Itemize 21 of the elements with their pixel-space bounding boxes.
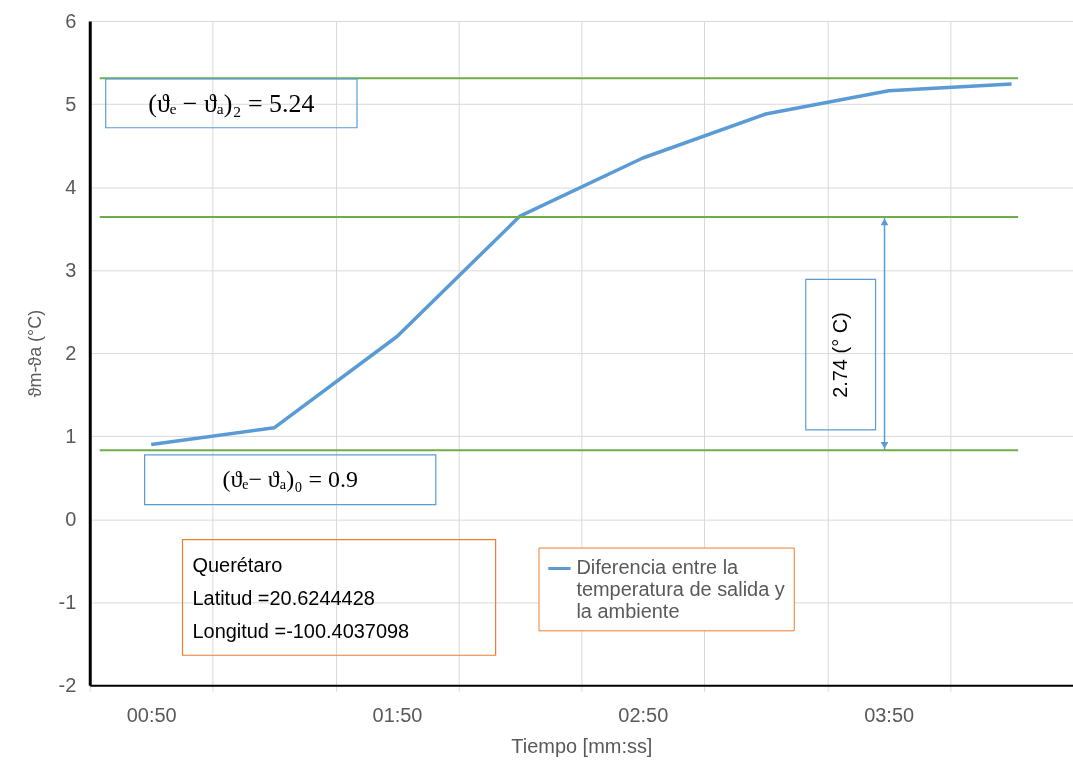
y-tick-label: 4 <box>65 175 77 198</box>
annotation: (ϑₑ − ϑₐ)₂ = 5.24 <box>148 88 315 118</box>
y-tick-label: 0 <box>65 507 77 530</box>
x-tick-label: 02:50 <box>618 703 669 726</box>
y-axis-title: ϑm-ϑa (°C) <box>24 309 45 398</box>
y-tick-label: 2 <box>65 341 77 364</box>
y-tick-label: 1 <box>65 424 77 447</box>
annotation: 2.74 (° C) <box>828 312 851 398</box>
line-series <box>149 82 1014 447</box>
y-tick-label: 5 <box>65 92 77 115</box>
x-tick-label: 01:50 <box>372 703 423 726</box>
y-tick-label: -1 <box>58 590 77 613</box>
x-axis-title: Tiempo [mm:ss] <box>511 735 653 758</box>
x-tick-label: 03:50 <box>864 703 915 726</box>
y-tick-label: 6 <box>65 9 77 32</box>
annotation: (ϑₑ− ϑₐ)₀ = 0.9 <box>222 465 358 492</box>
legend-label: Diferencia entre la temperatura de salida y la ambiente <box>576 556 785 623</box>
y-tick-label: -2 <box>58 673 77 696</box>
annotation: Querétaro Latitud =20.6244428 Longitud =-100.4037098 <box>192 554 410 643</box>
x-tick-label: 00:50 <box>126 703 177 726</box>
y-tick-label: 3 <box>65 258 77 281</box>
